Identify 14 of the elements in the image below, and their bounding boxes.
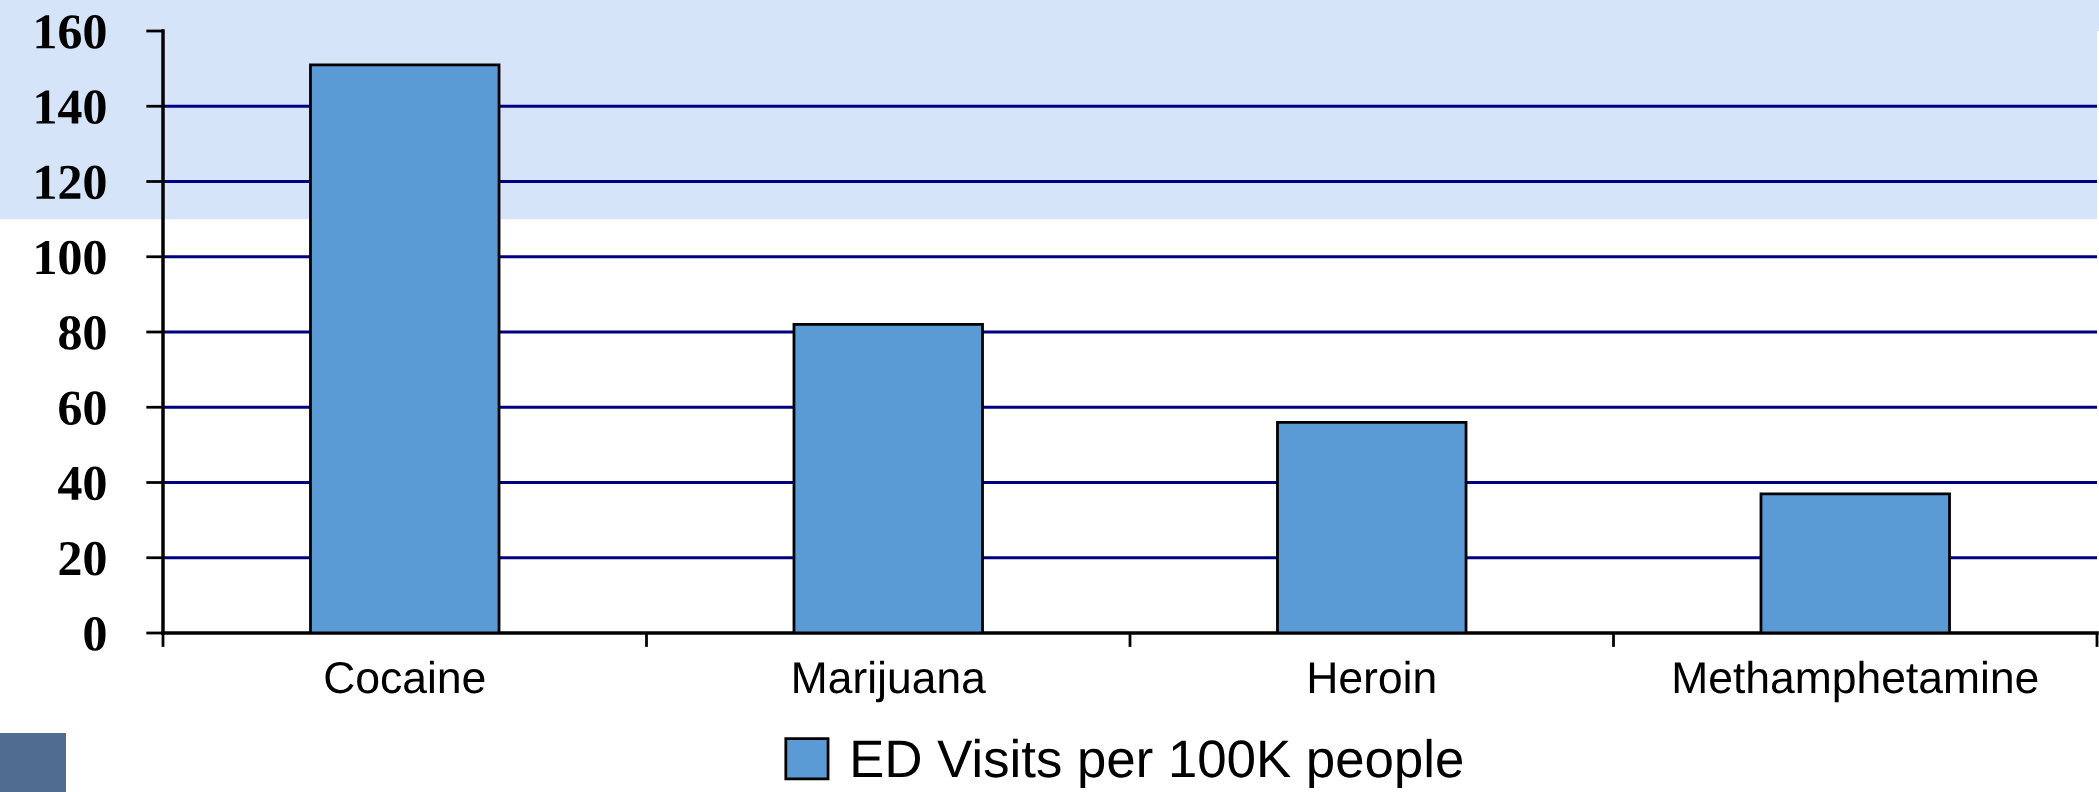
y-tick-label: 100	[36, 240, 106, 275]
y-tick-label: 120	[36, 165, 106, 200]
y-tick-label: 80	[59, 316, 106, 350]
y-tick-label: 40	[58, 466, 106, 501]
x-tick-label: Marijuana	[794, 660, 986, 703]
legend-label: ED Visits per 100K people	[853, 738, 1462, 789]
y-tick-label: 160	[36, 15, 106, 49]
y-tick-label: 0	[84, 617, 106, 651]
x-tick-label: Heroin	[1309, 660, 1435, 694]
x-tick-label: Cocaine	[325, 660, 485, 694]
y-tick-label: 20	[59, 541, 106, 576]
x-tick-label: Methamphetamine	[1674, 660, 2038, 703]
y-tick-label: 60	[59, 391, 106, 426]
y-tick-label: 140	[36, 90, 106, 125]
